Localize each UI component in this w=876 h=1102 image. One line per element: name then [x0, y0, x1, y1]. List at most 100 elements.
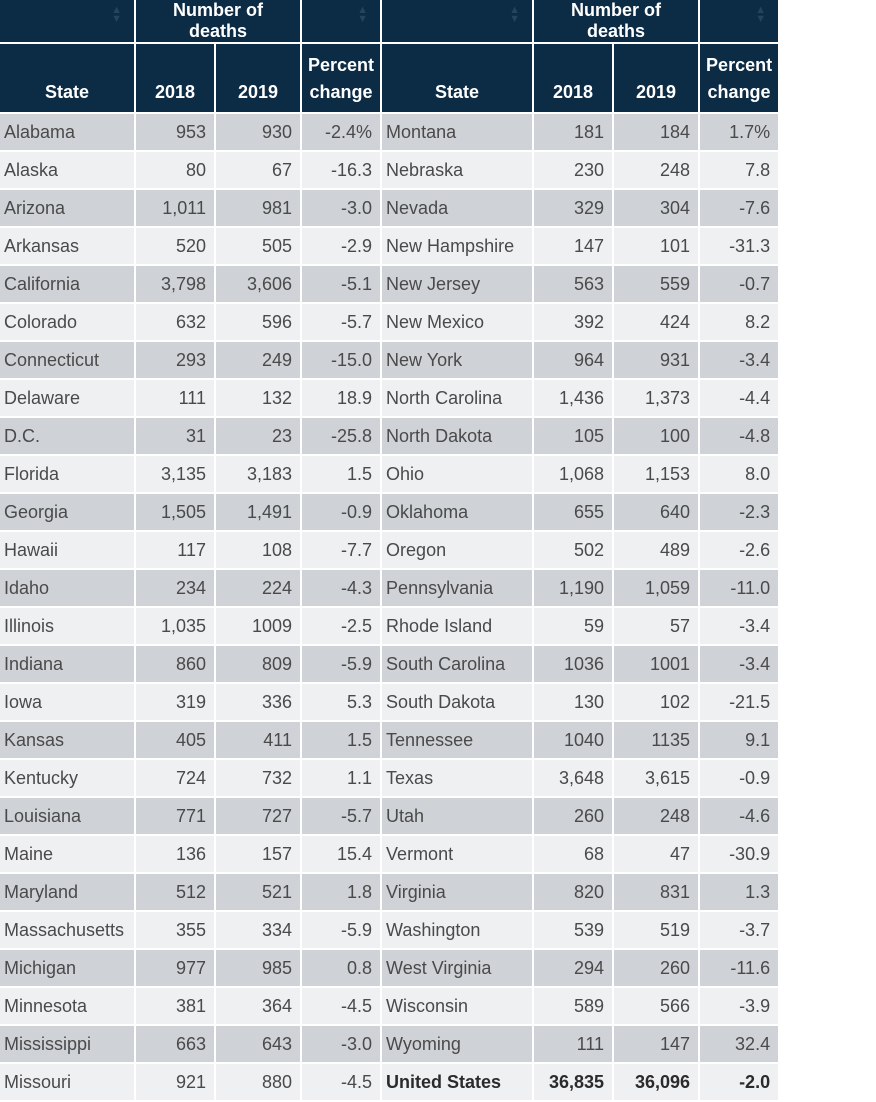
sort-icon[interactable]: ▲ ▼	[357, 4, 369, 25]
cell-state: Arkansas	[0, 228, 134, 264]
cell-state: West Virginia	[382, 950, 533, 986]
cell-state: Mississippi	[0, 1026, 134, 1062]
cell-deaths-2019: 364	[216, 988, 300, 1024]
cell-percent-change: -15.0	[302, 342, 381, 378]
cell-deaths-2019: 334	[216, 912, 300, 948]
cell-deaths-2019: 3,606	[216, 266, 300, 302]
cell-deaths-2018: 632	[136, 304, 214, 340]
cell-deaths-2019: 880	[216, 1064, 300, 1100]
cell-percent-change: -4.4	[700, 380, 779, 416]
cell-state: Louisiana	[0, 798, 134, 834]
cell-state: Delaware	[0, 380, 134, 416]
cell-state: Maryland	[0, 874, 134, 910]
cell-state: D.C.	[0, 418, 134, 454]
cell-state: Florida	[0, 456, 134, 492]
cell-deaths-2019: 981	[216, 190, 300, 226]
sort-state-header-right[interactable]: ▲ ▼	[382, 0, 533, 42]
col-2018-right[interactable]: 2018	[534, 44, 613, 112]
table-row: Colorado 632 596 -5.7 New Mexico 392 424 8.2	[0, 304, 779, 340]
cell-deaths-2019: 505	[216, 228, 300, 264]
cell-percent-change: -2.9	[302, 228, 381, 264]
sort-icon[interactable]: ▲ ▼	[509, 4, 521, 25]
cell-percent-change: -3.4	[700, 608, 779, 644]
cell-deaths-2019: 640	[614, 494, 699, 530]
cell-percent-change: -2.3	[700, 494, 779, 530]
cell-deaths-2018: 1040	[534, 722, 613, 758]
cell-percent-change: -4.5	[302, 1064, 381, 1100]
cell-state: New Hampshire	[382, 228, 533, 264]
table-row: Idaho 234 224 -4.3 Pennsylvania 1,190 1,059 -11…	[0, 570, 779, 606]
cell-deaths-2018: 105	[534, 418, 613, 454]
cell-state: Nebraska	[382, 152, 533, 188]
cell-state: New Mexico	[382, 304, 533, 340]
cell-deaths-2019: 3,615	[614, 760, 699, 796]
col-state-right[interactable]: State	[382, 44, 533, 112]
cell-deaths-2018: 260	[534, 798, 613, 834]
col-percent-change[interactable]: Percent change	[302, 44, 381, 112]
cell-percent-change: -30.9	[700, 836, 779, 872]
cell-state: North Dakota	[382, 418, 533, 454]
col-state[interactable]: State	[0, 44, 134, 112]
cell-deaths-2019: 248	[614, 798, 699, 834]
table-row: Kansas 405 411 1.5 Tennessee 1040 1135 9.1	[0, 722, 779, 758]
cell-deaths-2019: 985	[216, 950, 300, 986]
cell-state: Michigan	[0, 950, 134, 986]
cell-percent-change: -21.5	[700, 684, 779, 720]
table-body: Alabama 953 930 -2.4% Montana 181 184 1.7% Alask…	[0, 114, 779, 1100]
cell-percent-change: -2.4%	[302, 114, 381, 150]
cell-state: Vermont	[382, 836, 533, 872]
table-row: Maine 136 157 15.4 Vermont 68 47 -30.9	[0, 836, 779, 872]
cell-deaths-2019: 3,183	[216, 456, 300, 492]
cell-percent-change: -3.7	[700, 912, 779, 948]
cell-state: Wyoming	[382, 1026, 533, 1062]
cell-deaths-2019: 132	[216, 380, 300, 416]
cell-deaths-2019: 559	[614, 266, 699, 302]
cell-deaths-2019: 1009	[216, 608, 300, 644]
cell-state: South Dakota	[382, 684, 533, 720]
cell-percent-change: -2.0	[700, 1064, 779, 1100]
cell-deaths-2019: 930	[216, 114, 300, 150]
sort-icon[interactable]: ▲ ▼	[111, 4, 122, 25]
header-column-row: State 2018 2019 Percent change State 201…	[0, 44, 779, 112]
cell-state: United States	[382, 1064, 533, 1100]
cell-deaths-2019: 224	[216, 570, 300, 606]
table-row: Alabama 953 930 -2.4% Montana 181 184 1.7%	[0, 114, 779, 150]
cell-deaths-2018: 355	[136, 912, 214, 948]
cell-state: Texas	[382, 760, 533, 796]
cell-percent-change: -3.0	[302, 190, 381, 226]
table-row: Massachusetts 355 334 -5.9 Washington 539 519-…	[0, 912, 779, 948]
cell-percent-change: 8.0	[700, 456, 779, 492]
sort-icon[interactable]: ▲ ▼	[755, 4, 767, 25]
cell-deaths-2019: 519	[614, 912, 699, 948]
table-row: Missouri 921 880 -4.5 United States 36,835 36,…	[0, 1064, 779, 1100]
cell-deaths-2018: 663	[136, 1026, 214, 1062]
cell-deaths-2018: 921	[136, 1064, 214, 1100]
col-2019-right[interactable]: 2019	[614, 44, 699, 112]
col-2019[interactable]: 2019	[216, 44, 300, 112]
cell-percent-change: -2.5	[302, 608, 381, 644]
cell-state: Maine	[0, 836, 134, 872]
cell-deaths-2019: 424	[614, 304, 699, 340]
cell-state: Hawaii	[0, 532, 134, 568]
cell-state: Colorado	[0, 304, 134, 340]
cell-deaths-2018: 589	[534, 988, 613, 1024]
table-row: Connecticut 293 249 -15.0 New York 964 931 -3.4	[0, 342, 779, 378]
cell-percent-change: -5.7	[302, 304, 381, 340]
cell-percent-change: -4.6	[700, 798, 779, 834]
sort-pct-header[interactable]: ▲ ▼	[302, 0, 381, 42]
cell-percent-change: -2.6	[700, 532, 779, 568]
col-percent-change-right[interactable]: Percent change	[700, 44, 779, 112]
cell-deaths-2019: 248	[614, 152, 699, 188]
sort-state-header[interactable]: ▲ ▼	[0, 0, 134, 42]
cell-percent-change: -4.3	[302, 570, 381, 606]
cell-deaths-2019: 732	[216, 760, 300, 796]
cell-percent-change: 1.5	[302, 456, 381, 492]
sort-pct-header-right[interactable]: ▲ ▼	[700, 0, 779, 42]
cell-deaths-2018: 502	[534, 532, 613, 568]
col-2018[interactable]: 2018	[136, 44, 214, 112]
cell-deaths-2019: 831	[614, 874, 699, 910]
cell-state: Indiana	[0, 646, 134, 682]
cell-deaths-2018: 381	[136, 988, 214, 1024]
table-row: Arizona 1,011 981 -3.0 Nevada 329 304 -7.6	[0, 190, 779, 226]
cell-state: Pennsylvania	[382, 570, 533, 606]
